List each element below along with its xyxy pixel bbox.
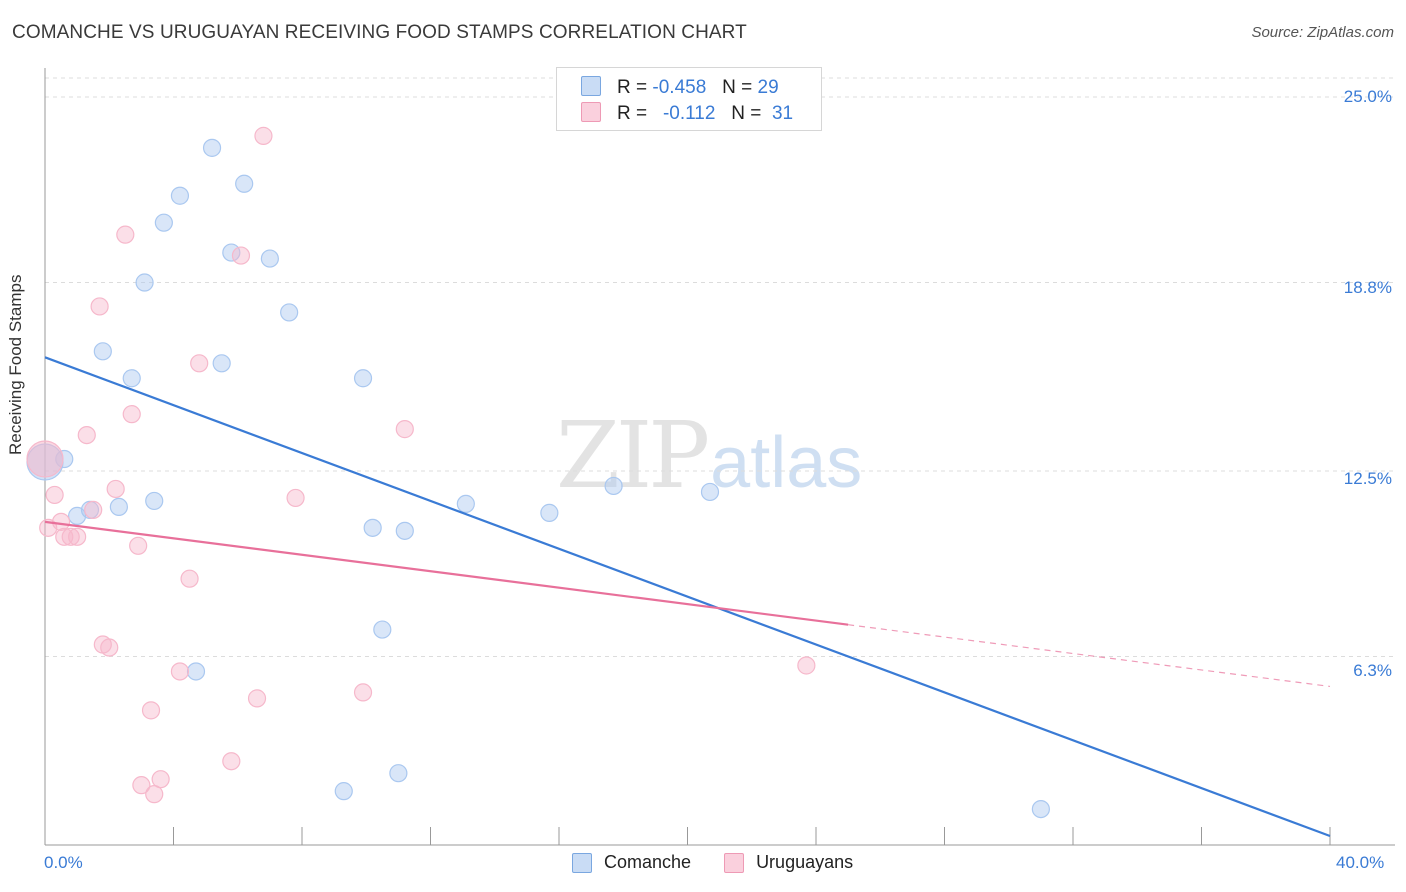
data-point-comanche xyxy=(186,662,206,681)
data-point-comanche xyxy=(540,503,559,522)
data-point-uruguayans xyxy=(254,126,273,145)
data-point-uruguayans xyxy=(77,425,96,445)
data-point-uruguayans xyxy=(180,569,199,588)
trend-line-uruguayans xyxy=(44,520,849,626)
data-point-uruguayans xyxy=(190,354,209,373)
y-tick-label: 18.8% xyxy=(1343,278,1392,297)
legend: Comanche Uruguayans xyxy=(572,852,881,878)
data-point-comanche xyxy=(363,518,382,537)
data-point-comanche xyxy=(212,354,231,373)
y-tick-label: 12.5% xyxy=(1343,469,1392,488)
data-point-uruguayans xyxy=(353,683,373,702)
data-point-uruguayans xyxy=(84,500,103,519)
data-point-uruguayans xyxy=(170,662,190,681)
data-point-uruguayans xyxy=(100,638,119,657)
r-value: -0.112 xyxy=(662,103,716,124)
chart-title: COMANCHE VS URUGUAYAN RECEIVING FOOD STA… xyxy=(12,22,747,43)
data-point-uruguayans xyxy=(26,440,64,478)
data-point-comanche xyxy=(93,342,112,361)
n-label: N = xyxy=(722,77,753,98)
r-value: -0.458 xyxy=(652,77,707,98)
data-point-comanche xyxy=(334,782,353,801)
data-point-comanche xyxy=(202,138,222,157)
watermark-atlas: atlas xyxy=(710,423,863,503)
data-point-comanche xyxy=(373,620,392,639)
x-tick-label: 0.0% xyxy=(44,853,83,872)
legend-item-comanche[interactable]: Comanche xyxy=(572,852,691,873)
n-value: 29 xyxy=(757,77,779,98)
stats-row-comanche: R = -0.458 N = 29 xyxy=(581,76,779,100)
data-point-uruguayans xyxy=(286,488,305,508)
data-point-comanche xyxy=(260,249,279,268)
data-point-uruguayans xyxy=(55,527,74,546)
data-point-comanche xyxy=(1031,799,1050,819)
data-point-comanche xyxy=(109,497,128,517)
data-point-comanche xyxy=(280,303,299,322)
data-point-comanche xyxy=(145,491,164,511)
data-point-comanche xyxy=(389,764,408,783)
data-point-uruguayans xyxy=(797,656,816,675)
data-point-uruguayans xyxy=(106,479,125,499)
r-label: R = xyxy=(617,77,648,98)
data-point-uruguayans xyxy=(247,689,267,708)
legend-swatch xyxy=(572,852,592,873)
n-value: 31 xyxy=(771,103,794,124)
data-point-uruguayans xyxy=(145,785,164,804)
comanche-swatch xyxy=(581,76,601,96)
data-point-uruguayans xyxy=(141,701,161,720)
data-point-uruguayans xyxy=(90,297,109,316)
data-point-comanche xyxy=(456,494,475,514)
data-point-uruguayans xyxy=(61,527,80,546)
data-point-uruguayans xyxy=(129,536,148,555)
legend-label: Comanche xyxy=(604,852,692,872)
uruguayans-swatch xyxy=(581,102,601,122)
source-label: Source: ZipAtlas.com xyxy=(1251,24,1394,41)
data-point-uruguayans xyxy=(222,752,241,771)
legend-label: Uruguayans xyxy=(756,852,854,872)
x-tick-label: 40.0% xyxy=(1336,853,1385,872)
data-point-comanche xyxy=(154,213,173,232)
n-label: N = xyxy=(731,103,762,124)
data-point-uruguayans xyxy=(231,246,251,265)
y-axis-label: Receiving Food Stamps xyxy=(6,274,25,455)
data-point-comanche xyxy=(170,186,190,205)
data-point-comanche xyxy=(604,476,623,496)
trend-line-extension-uruguayans xyxy=(848,624,1331,688)
data-point-comanche xyxy=(135,273,154,292)
y-tick-label: 6.3% xyxy=(1353,661,1392,680)
legend-item-uruguayans[interactable]: Uruguayans xyxy=(724,852,853,873)
data-point-uruguayans xyxy=(395,420,414,439)
stats-row-uruguayans: R = -0.112 N = 31 xyxy=(581,102,793,126)
stats-box: R = -0.458 N = 29 R = -0.112 N = 31 xyxy=(556,67,822,131)
data-point-comanche xyxy=(235,174,254,193)
data-point-uruguayans xyxy=(68,527,87,546)
data-point-uruguayans xyxy=(132,776,151,795)
data-point-uruguayans xyxy=(45,485,64,505)
watermark-zip: ZIP xyxy=(556,402,710,509)
data-point-comanche xyxy=(700,482,720,502)
y-tick-label: 25.0% xyxy=(1343,87,1392,106)
data-point-uruguayans xyxy=(151,770,170,789)
data-point-comanche xyxy=(395,521,414,540)
data-point-comanche xyxy=(122,369,141,388)
data-point-comanche xyxy=(353,369,373,388)
legend-swatch xyxy=(724,852,745,873)
trend-line-comanche xyxy=(44,356,1331,838)
watermark: ZIPatlas xyxy=(556,402,862,509)
r-label: R = xyxy=(617,103,648,124)
data-point-uruguayans xyxy=(122,405,141,424)
data-point-uruguayans xyxy=(116,225,135,244)
